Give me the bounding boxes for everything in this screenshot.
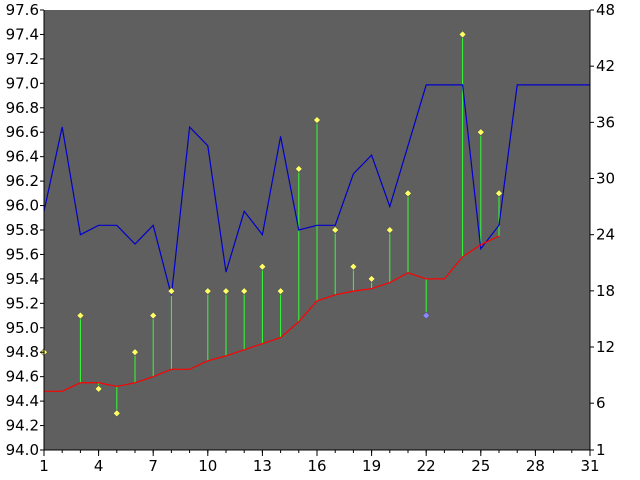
- data-point-marker: [404, 189, 412, 198]
- data-point-marker: [367, 274, 376, 283]
- series-line-red: [44, 235, 500, 392]
- y-left-tick-label: 94.4: [6, 392, 39, 410]
- y-left-tick-label: 95.6: [6, 245, 39, 263]
- y-left-tick-label: 94.6: [6, 368, 39, 386]
- data-point-marker: [222, 287, 230, 296]
- y-left-tick-label: 96.0: [6, 197, 39, 215]
- data-point-marker: [131, 348, 139, 357]
- y-left-tick-label: 97.4: [6, 25, 39, 43]
- y-left-tick-label: 97.2: [6, 50, 39, 68]
- y-left-tick-label: 94.0: [6, 441, 39, 459]
- y-left-tick-label: 96.8: [6, 99, 39, 117]
- data-point-marker: [422, 311, 431, 320]
- data-point-marker: [240, 287, 249, 296]
- data-point-marker: [203, 287, 212, 296]
- x-tick-label: 31: [580, 457, 599, 475]
- y-left-tick-label: 97.0: [6, 74, 39, 92]
- x-tick-label: 25: [471, 457, 490, 475]
- markers-layer: [40, 30, 503, 418]
- data-point-marker: [476, 128, 485, 137]
- y-right-tick-label: 42: [596, 57, 615, 75]
- x-tick-label: 7: [148, 457, 158, 475]
- x-tick-label: 1: [39, 457, 49, 475]
- data-point-marker: [385, 226, 394, 234]
- y-left-tick-label: 95.0: [6, 319, 39, 337]
- y-left-tick-label: 95.2: [6, 294, 39, 312]
- y-right-tick-label: 36: [596, 113, 615, 131]
- y-right-tick-label: 12: [596, 338, 615, 356]
- stems-layer: [43, 34, 500, 414]
- y-right-tick-label: 1: [596, 441, 606, 459]
- y-left-tick-label: 95.4: [6, 270, 39, 288]
- y-left-tick-label: 95.8: [6, 221, 39, 239]
- y-right-tick-label: 30: [596, 170, 615, 188]
- data-point-marker: [149, 311, 158, 320]
- x-tick-label: 10: [198, 457, 217, 475]
- y-right-tick-label: 48: [596, 1, 615, 19]
- data-point-marker: [112, 409, 121, 418]
- data-point-marker: [94, 384, 103, 393]
- y-left-tick-label: 96.2: [6, 172, 39, 190]
- data-point-marker: [458, 30, 467, 39]
- data-point-marker: [258, 262, 267, 271]
- x-tick-label: 13: [253, 457, 272, 475]
- data-point-marker: [313, 116, 321, 124]
- lines-layer: [43, 84, 590, 392]
- y-left-tick-label: 94.2: [6, 417, 39, 435]
- y-right-tick-label: 6: [596, 394, 606, 412]
- y-left-tick-label: 94.8: [6, 343, 39, 361]
- data-point-marker: [76, 311, 85, 320]
- y-right-tick-label: 24: [596, 226, 615, 244]
- data-point-marker: [495, 189, 503, 198]
- x-tick-label: 19: [362, 457, 381, 475]
- data-point-marker: [167, 287, 176, 296]
- y-right-tick-label: 18: [596, 282, 615, 300]
- data-point-marker: [349, 262, 358, 271]
- data-point-marker: [294, 164, 303, 173]
- series-line-blue: [43, 84, 590, 296]
- y-left-tick-label: 96.6: [6, 123, 39, 141]
- axes-layer: 94.0 94.2 94.4 94.6 94.8 95.0 95.2 95.4 95.6 95.8…: [6, 1, 616, 475]
- data-point-marker: [331, 226, 340, 234]
- x-tick-label: 28: [526, 457, 545, 475]
- data-point-marker: [276, 287, 285, 296]
- y-left-tick-label: 96.4: [6, 148, 39, 166]
- x-tick-label: 22: [417, 457, 436, 475]
- x-tick-label: 4: [94, 457, 104, 475]
- y-left-tick-label: 97.6: [6, 1, 39, 19]
- x-tick-label: 16: [307, 457, 326, 475]
